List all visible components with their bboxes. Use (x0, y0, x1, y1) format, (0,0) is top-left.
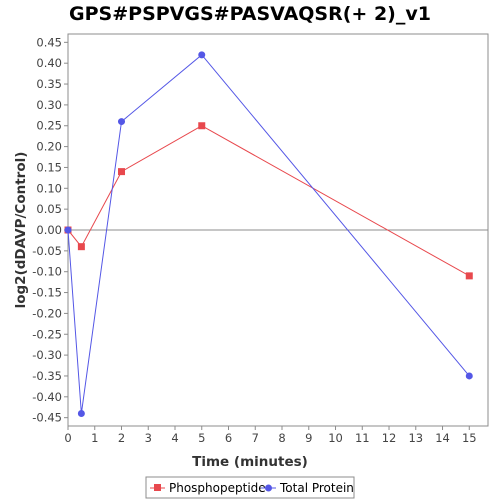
y-tick-label: 0.05 (36, 202, 62, 216)
chart-title: GPS#PSPVGS#PASVAQSR(+ 2)_v1 (69, 3, 431, 25)
data-point-total-protein (465, 372, 473, 380)
y-tick-label: 0.15 (36, 160, 62, 174)
data-point-phosphopeptide (198, 122, 206, 130)
x-tick-label: 4 (171, 431, 178, 445)
y-tick-label: 0.20 (36, 140, 62, 154)
legend-label-total-protein: Total Protein (279, 481, 354, 495)
y-tick-label: -0.35 (32, 369, 62, 383)
y-tick-label: 0.45 (36, 35, 62, 49)
data-point-total-protein (77, 409, 85, 417)
y-tick-label: -0.25 (32, 327, 62, 341)
data-point-total-protein (198, 51, 206, 59)
y-tick-label: -0.40 (32, 390, 62, 404)
legend-label-phosphopeptide: Phosphopeptide (169, 481, 266, 495)
x-tick-label: 2 (118, 431, 125, 445)
x-tick-label: 6 (225, 431, 232, 445)
x-tick-label: 8 (278, 431, 285, 445)
data-point-total-protein (64, 226, 72, 234)
x-tick-label: 15 (462, 431, 477, 445)
y-tick-label: -0.15 (32, 286, 62, 300)
data-point-total-protein (118, 118, 126, 126)
y-tick-label: -0.05 (32, 244, 62, 258)
y-tick-label: 0.30 (36, 98, 62, 112)
x-tick-label: 14 (435, 431, 450, 445)
data-point-phosphopeptide (465, 272, 473, 280)
x-tick-label: 10 (328, 431, 343, 445)
x-tick-label: 5 (198, 431, 205, 445)
y-tick-label: -0.10 (32, 265, 62, 279)
data-point-phosphopeptide (118, 168, 126, 176)
x-tick-label: 13 (408, 431, 423, 445)
x-tick-label: 3 (145, 431, 152, 445)
series-layer (64, 51, 473, 417)
y-tick-label: -0.30 (32, 348, 62, 362)
data-point-phosphopeptide (77, 243, 85, 251)
y-tick-label: -0.45 (32, 411, 62, 425)
y-tick-label: 0.40 (36, 56, 62, 70)
legend-marker-phosphopeptide (154, 484, 161, 491)
y-tick-label: 0.35 (36, 77, 62, 91)
x-axis: 0 1 2 3 4 5 6 7 8 9 10 11 12 13 14 15 (64, 426, 477, 445)
y-tick-label: -0.20 (32, 306, 62, 320)
x-axis-label: Time (minutes) (192, 454, 308, 470)
y-tick-label: 0.25 (36, 119, 62, 133)
x-tick-label: 7 (252, 431, 259, 445)
legend-box (145, 476, 355, 499)
x-tick-label: 0 (64, 431, 71, 445)
x-tick-label: 9 (305, 431, 312, 445)
y-tick-label: 0.00 (36, 223, 62, 237)
x-tick-label: 1 (91, 431, 98, 445)
legend: Phosphopeptide Total Protein (145, 476, 355, 499)
legend-marker-total-protein (265, 484, 272, 492)
y-tick-label: 0.10 (36, 181, 62, 195)
x-tick-label: 11 (355, 431, 370, 445)
y-axis-label: log2(dDAVP/Control) (13, 152, 29, 309)
x-tick-label: 12 (382, 431, 397, 445)
y-axis: -0.45 -0.40 -0.35 -0.30 -0.25 -0.20 -0.15 -0.10… (32, 35, 68, 425)
